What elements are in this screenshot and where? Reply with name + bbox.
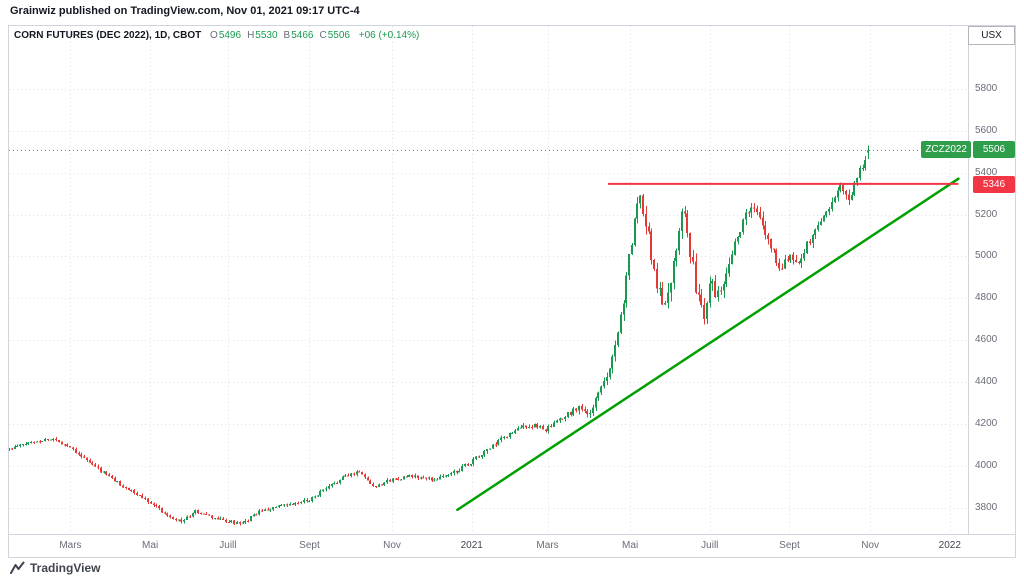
ohlc-letter: C [319,30,327,41]
footer: TradingView [10,561,100,575]
contract-badge-label: ZCZ2022 [921,141,971,159]
price-tick-label: 4000 [975,459,998,471]
grid [9,26,969,535]
price-axis-unit: USX [968,26,1015,45]
last-price-badge-value: 5506 [973,141,1015,159]
chart-frame: CORN FUTURES (DEC 2022), 1D, CBOT O5496 H… [8,25,1016,558]
change-value: +06 (+0.14%) [358,30,420,41]
last-price-badge: ZCZ2022 5506 [919,141,1015,159]
resistance-badge-value: 5346 [973,175,1015,193]
tradingview-logo-icon [10,561,25,575]
time-tick-label[interactable]: Sept [299,540,320,551]
time-tick-label[interactable]: Mars [536,540,559,551]
time-tick-label[interactable]: Mai [622,540,639,551]
ohlc-value: 5496 [218,30,242,41]
price-tick-label: 4200 [975,417,998,429]
ohlc-letter: B [283,30,291,41]
price-chart-area[interactable]: CORN FUTURES (DEC 2022), 1D, CBOT O5496 H… [9,26,969,535]
time-tick-label[interactable]: Nov [861,540,880,551]
price-tick-label: 4800 [975,292,998,304]
resistance-price-badge: 5346 [971,175,1015,193]
price-tick-label: 4600 [975,334,998,346]
price-tick-label: 4400 [975,376,998,388]
time-tick-label[interactable]: Juill [219,540,237,551]
price-tick-label: 5000 [975,250,998,262]
support-trendline[interactable] [456,177,960,512]
time-tick-label[interactable]: Mars [59,540,82,551]
price-tick-label: 5200 [975,208,998,220]
price-tick-label: 5600 [975,124,998,136]
ohlc-letter: O [210,30,218,41]
tradingview-wordmark[interactable]: TradingView [30,561,101,575]
candles-layer [9,145,869,526]
price-tick-label: 5800 [975,82,998,94]
ohlc-value: 5530 [255,30,278,41]
price-tick-label: 3800 [975,501,998,513]
price-tick-label: 5400 [975,166,998,178]
time-tick-label[interactable]: Juill [701,540,719,551]
ohlc-letter: H [247,30,255,41]
candlestick-chart[interactable] [9,26,969,535]
ohlc-values: O5496 H5530 B5466 C5506 [204,30,350,41]
time-tick-label[interactable]: 2021 [460,540,483,551]
symbol-title[interactable]: CORN FUTURES (DEC 2022), 1D, CBOT [14,30,202,41]
time-tick-label[interactable]: Mai [142,540,159,551]
price-axis[interactable]: USX 5800 5600 5400 5200 5000 4800 4600 4400 4200… [968,26,1015,535]
time-axis[interactable]: Mars Mai Juill Sept Nov 2021 Mars Mai Juill Sept N… [9,534,1015,557]
ohlc-value: 5506 [327,30,350,41]
chart-legend: CORN FUTURES (DEC 2022), 1D, CBOT O5496 H… [14,30,419,41]
publish-header: Grainwiz published on TradingView.com, N… [10,5,360,17]
time-tick-label[interactable]: 2022 [938,540,961,551]
time-tick-label[interactable]: Sept [779,540,800,551]
time-tick-label[interactable]: Nov [383,540,401,551]
ohlc-value: 5466 [291,30,314,41]
